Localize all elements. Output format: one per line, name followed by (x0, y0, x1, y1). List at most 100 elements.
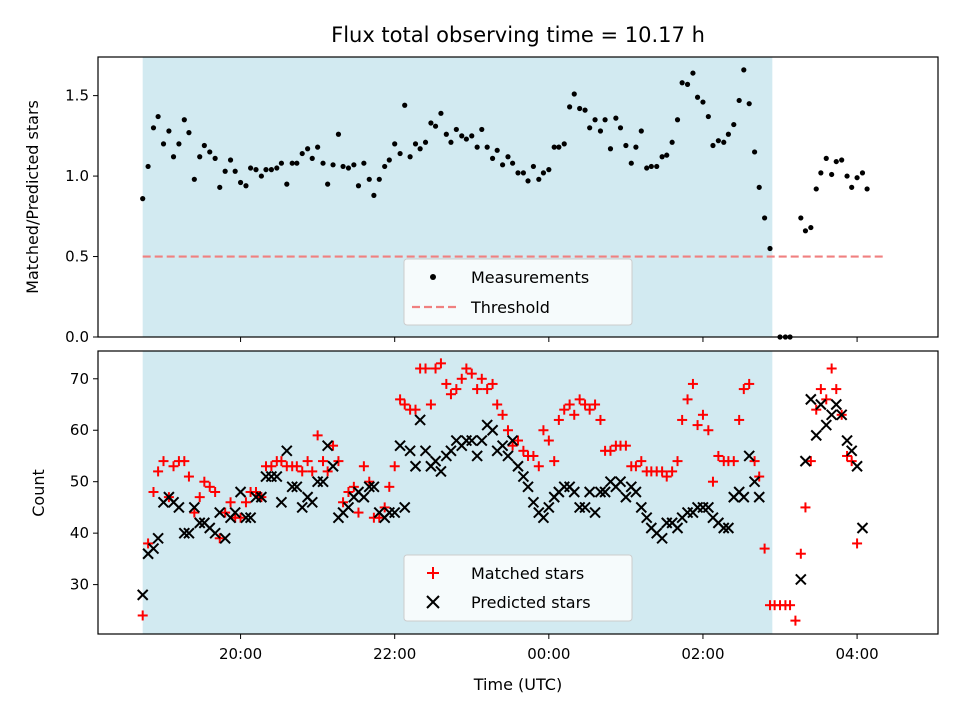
measurement-point (592, 117, 598, 123)
measurement-point (833, 158, 839, 165)
bottom-panel: 30 40 50 60 70 20:00 22:00 00:00 02:00 04:00 Cou… (29, 350, 939, 694)
measurement-point (160, 141, 167, 147)
measurement-point (690, 70, 696, 76)
predicted-star-point (810, 429, 822, 442)
matched-star-point (549, 456, 560, 467)
matched-star-point (667, 466, 678, 477)
matched-star-point (333, 456, 344, 467)
predicted-star-point (317, 475, 329, 488)
bottom-y-axis-label: Count (29, 469, 48, 517)
bottom-x-tick-label: 04:00 (835, 645, 878, 663)
measurement-point (617, 125, 624, 131)
measurement-point (294, 160, 300, 166)
matched-star-point (143, 538, 154, 549)
measurement-point (186, 130, 192, 136)
measurement-point (597, 128, 604, 134)
matched-star-point (707, 476, 718, 487)
matched-star-point (343, 486, 354, 497)
matched-star-point (569, 409, 580, 420)
predicted-star-point (722, 522, 735, 534)
predicted-star-point (594, 486, 607, 498)
matched-star-point (451, 384, 462, 395)
matched-star-point (158, 456, 169, 467)
matched-star-point (795, 548, 806, 559)
measurement-point (289, 160, 295, 166)
measurement-point (355, 183, 362, 189)
matched-star-point (826, 363, 837, 374)
matched-star-point (672, 456, 683, 467)
measurement-point (694, 94, 701, 100)
predicted-star-point (502, 450, 514, 462)
measurement-point (762, 215, 768, 221)
matched-star-point (630, 461, 641, 472)
predicted-star-point (229, 506, 241, 519)
predicted-star-point (188, 501, 201, 514)
matched-star-point (183, 471, 194, 482)
measurement-point (278, 160, 285, 166)
top-chart-title: Flux total observing time = 10.17 h (331, 23, 705, 47)
legend-label-predicted: Predicted stars (471, 593, 591, 612)
matched-star-point (661, 471, 672, 482)
matched-star-point (199, 476, 210, 487)
predicted-star-point (748, 475, 761, 488)
predicted-star-point (147, 542, 160, 555)
measurement-point (422, 139, 429, 145)
matched-star-point (425, 399, 436, 410)
predicted-star-point (173, 501, 185, 514)
matched-star-point (220, 507, 231, 518)
predicted-star-point (363, 481, 375, 493)
measurement-point (371, 192, 377, 198)
measurement-point (448, 139, 454, 145)
measurement-point (536, 176, 542, 182)
measurement-point (320, 160, 326, 166)
matched-star-point (595, 414, 606, 425)
measurement-point (715, 138, 721, 144)
measurement-point (392, 141, 398, 147)
matched-star-point (497, 409, 508, 420)
measurement-point (207, 149, 213, 155)
predicted-star-point (183, 527, 195, 539)
predicted-star-point (466, 434, 478, 447)
matched-star-point (605, 445, 616, 456)
top-y-tick-label: 1.0 (65, 167, 89, 185)
measurement-point (520, 170, 526, 176)
measurement-point (798, 215, 804, 221)
predicted-star-point (506, 434, 519, 447)
measurement-point (736, 97, 742, 104)
measurement-point (546, 167, 552, 173)
matched-star-point (728, 456, 739, 467)
measurement-point (623, 142, 629, 149)
legend-label-matched: Matched stars (471, 564, 584, 583)
predicted-star-point (845, 445, 858, 457)
predicted-star-point (537, 512, 550, 524)
predicted-star-point (414, 414, 426, 426)
measurement-point (664, 152, 670, 158)
predicted-star-point (656, 532, 668, 545)
predicted-star-point (358, 491, 370, 503)
measurement-point (767, 245, 773, 252)
measurement-point (844, 173, 850, 179)
matched-star-point (461, 363, 472, 374)
matched-star-point (194, 492, 205, 503)
predicted-star-point (517, 470, 530, 483)
measurement-point (808, 224, 814, 231)
measurement-point (746, 101, 752, 107)
matched-star-point (677, 414, 688, 425)
matched-star-point (513, 435, 523, 446)
top-panel-frame (97, 56, 939, 338)
predicted-star-point (830, 398, 842, 411)
measurement-point (684, 81, 691, 87)
measurement-point (155, 113, 161, 120)
measurement-point (674, 117, 681, 123)
measurement-point (540, 170, 547, 176)
measurement-point (376, 176, 382, 182)
measurement-point (191, 176, 197, 182)
measurement-point (510, 160, 516, 166)
measurement-point (628, 160, 634, 166)
predicted-star-point (136, 589, 149, 601)
matched-star-point (482, 384, 493, 395)
matched-star-point (137, 610, 148, 621)
predicted-star-point (527, 496, 540, 508)
predicted-star-point (394, 439, 406, 452)
